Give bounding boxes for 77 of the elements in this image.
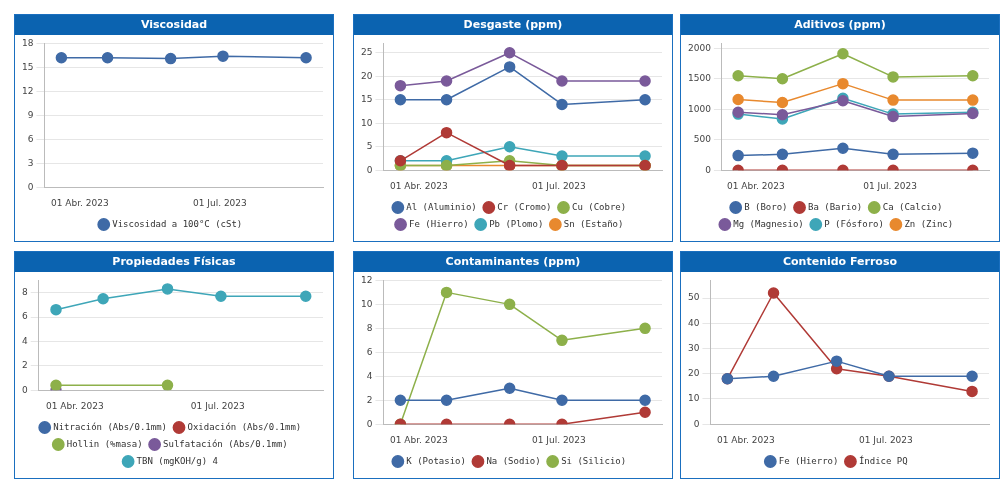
y-tick-label: 15 [22, 61, 34, 72]
chart-title: Aditivos (ppm) [681, 15, 999, 35]
legend-label: Cu (Cobre) [571, 201, 627, 212]
legend-label: Si (Silicio) [561, 455, 627, 466]
x-tick-label: 01 Abr. 2023 [390, 434, 448, 445]
y-tick-label: 40 [688, 317, 700, 328]
x-tick-label: 01 Abr. 2023 [51, 197, 109, 208]
x-tick-label: 01 Jul. 2023 [858, 434, 913, 445]
y-tick-label: 0 [366, 164, 373, 175]
y-tick-label: 1500 [688, 73, 712, 84]
legend-label: Fe (Hierro) [778, 455, 839, 466]
chart-title: Desgaste (ppm) [354, 15, 672, 35]
y-tick-label: 20 [361, 70, 373, 81]
y-tick-label: 1000 [688, 103, 712, 114]
y-tick-label: 0 [366, 418, 373, 429]
legend-label: P (Fósforo) [824, 218, 884, 229]
legend-label: Viscosidad a 100°C (cSt) [112, 218, 243, 229]
y-tick-label: 2 [366, 394, 373, 405]
x-tick-label: 01 Jul. 2023 [531, 180, 586, 191]
legend-label: Hollin (%masa) [66, 438, 143, 449]
x-tick-label: 01 Jul. 2023 [190, 400, 245, 411]
y-tick-label: 3 [27, 157, 34, 168]
legend-label: Ca (Calcio) [882, 201, 943, 212]
y-tick-label: 20 [688, 368, 700, 379]
y-tick-label: 10 [361, 298, 373, 309]
y-tick-label: 6 [366, 346, 373, 357]
x-tick-label: 01 Jul. 2023 [192, 197, 247, 208]
y-tick-label: 0 [705, 164, 712, 175]
x-tick-label: 01 Abr. 2023 [390, 180, 448, 191]
legend-label: Zn (Zinc) [904, 218, 954, 229]
y-tick-label: 4 [21, 335, 28, 346]
legend-label: Oxidación (Abs/0.1mm) [187, 421, 302, 432]
chart-title: Contaminantes (ppm) [354, 252, 672, 272]
y-tick-label: 8 [366, 322, 373, 333]
legend-label: Índice PQ [858, 454, 908, 466]
legend-label: Al (Aluminio) [406, 201, 477, 212]
legend-label: Ba (Bario) [808, 201, 863, 212]
legend-label: Cr (Cromo) [497, 201, 552, 212]
x-tick-label: 01 Abr. 2023 [46, 400, 104, 411]
legend-label: Sulfatación (Abs/0.1mm) [163, 438, 288, 449]
y-tick-label: 15 [361, 94, 373, 105]
legend-label: K (Potasio) [406, 455, 466, 466]
y-tick-label: 0 [693, 418, 700, 429]
chart-title: Contenido Ferroso [681, 252, 999, 272]
y-tick-label: 2000 [688, 42, 712, 53]
y-tick-label: 2 [21, 360, 28, 371]
legend-label: Fe (Hierro) [409, 218, 469, 229]
chart-title: Viscosidad [15, 15, 333, 35]
y-tick-label: 8 [21, 286, 28, 297]
legend-label: Mg (Magnesio) [733, 218, 804, 229]
y-tick-label: 5 [366, 141, 373, 152]
x-tick-label: 01 Jul. 2023 [531, 434, 586, 445]
x-tick-label: 01 Jul. 2023 [863, 180, 918, 191]
y-tick-label: 12 [361, 274, 373, 285]
y-tick-label: 6 [21, 311, 28, 322]
legend-label: B (Boro) [744, 201, 788, 212]
y-tick-label: 9 [27, 109, 34, 120]
legend-label: Nitración (Abs/0.1mm) [53, 421, 168, 432]
y-tick-label: 25 [361, 47, 373, 58]
y-tick-label: 0 [27, 181, 34, 192]
y-tick-label: 6 [27, 133, 34, 144]
y-tick-label: 500 [693, 134, 712, 145]
y-tick-label: 12 [22, 85, 34, 96]
x-tick-label: 01 Abr. 2023 [717, 434, 775, 445]
y-tick-label: 0 [21, 384, 28, 395]
y-tick-label: 18 [22, 37, 34, 48]
y-tick-label: 50 [688, 292, 700, 303]
chart-title: Propiedades Físicas [15, 252, 333, 272]
x-tick-label: 01 Abr. 2023 [727, 180, 785, 191]
y-tick-label: 10 [361, 117, 373, 128]
y-tick-label: 30 [688, 342, 700, 353]
legend-label: TBN (mgKOH/g) 4 [136, 455, 218, 466]
legend-label: Na (Sodio) [486, 455, 541, 466]
legend-label: Pb (Plomo) [489, 218, 544, 229]
legend-label: Sn (Estaño) [563, 218, 624, 229]
y-tick-label: 4 [366, 370, 373, 381]
y-tick-label: 10 [688, 393, 700, 404]
